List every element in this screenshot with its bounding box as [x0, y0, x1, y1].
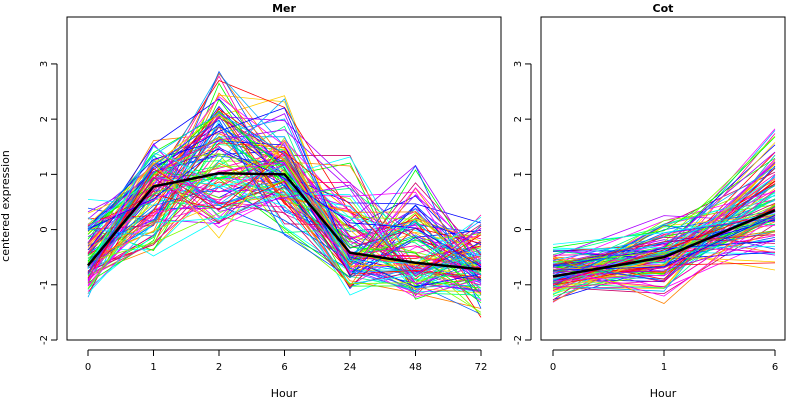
y-tick-label: 1: [513, 171, 524, 177]
series-line: [552, 231, 776, 274]
series-line: [87, 161, 482, 274]
series-line: [87, 193, 482, 281]
series-line: [87, 164, 482, 309]
panel-mer-mean-line: [87, 172, 482, 271]
panel-mer-axes: 0 1 2 6 24 48 72 -2 -1 0 1 2 3: [39, 61, 487, 373]
series-line: [87, 94, 482, 289]
series-line: [552, 215, 776, 297]
series-line: [552, 161, 776, 270]
panel-cot-plot-frame: [540, 16, 786, 341]
series-line: [552, 213, 776, 245]
series-line: [87, 98, 482, 292]
y-tick-label: 2: [513, 116, 524, 122]
series-line: [87, 114, 482, 294]
panel-cot-title: Cot: [653, 2, 674, 15]
series-line: [87, 110, 482, 304]
series-line: [87, 119, 482, 283]
x-tick-label: 6: [772, 362, 778, 373]
panel-cot-series-group: [552, 128, 776, 304]
y-tick-label: -2: [39, 335, 50, 345]
series-line: [87, 150, 482, 279]
series-line: [552, 208, 776, 285]
series-line: [552, 200, 776, 273]
series-line: [552, 223, 776, 295]
x-tick-label: 72: [475, 362, 488, 373]
y-tick-label: 2: [39, 116, 50, 122]
series-line: [552, 234, 776, 266]
series-line: [87, 140, 482, 281]
y-tick-label: 0: [513, 226, 524, 232]
series-line: [87, 163, 482, 276]
panel-cot: Cot 0 1 6 -2 -1 0 1 2 3 Hour: [513, 2, 786, 400]
panel-cot-mean-line: [552, 209, 776, 278]
panel-cot-x-axis-label: Hour: [650, 387, 677, 400]
y-tick-label: 3: [513, 61, 524, 67]
series-line: [552, 250, 776, 260]
y-tick-label: -2: [513, 335, 524, 345]
series-line: [87, 107, 482, 288]
panel-mer-plot-frame: [66, 16, 502, 341]
series-line: [552, 217, 776, 277]
y-tick-label: 0: [39, 226, 50, 232]
series-line: [87, 136, 482, 281]
series-line: [87, 154, 482, 289]
x-tick-label: 0: [85, 362, 91, 373]
series-line: [87, 176, 482, 274]
x-tick-label: 1: [661, 362, 667, 373]
series-line: [87, 160, 482, 276]
y-tick-label: -1: [513, 280, 524, 290]
series-line: [87, 144, 482, 281]
series-line: [552, 164, 776, 270]
series-line: [87, 108, 482, 259]
shared-y-axis-label: centered expression: [0, 150, 12, 262]
x-tick-label: 24: [344, 362, 357, 373]
panel-mer-x-axis-label: Hour: [271, 387, 298, 400]
series-line: [87, 142, 482, 269]
y-tick-label: 3: [39, 61, 50, 67]
series-line: [87, 153, 482, 285]
x-tick-label: 0: [550, 362, 556, 373]
series-line: [87, 114, 482, 287]
series-line: [87, 112, 482, 276]
panel-cot-axes: 0 1 6 -2 -1 0 1 2 3: [513, 61, 778, 373]
x-tick-label: 1: [150, 362, 156, 373]
series-line: [552, 166, 776, 261]
x-tick-label: 6: [281, 362, 287, 373]
series-line: [87, 125, 482, 289]
series-line: [552, 239, 776, 278]
series-line: [552, 191, 776, 289]
series-line: [87, 122, 482, 234]
series-line: [87, 126, 482, 268]
panel-mer: Mer 0 1 2 6 24 48 72 -2 -1 0 1 2 3 Hour: [39, 2, 502, 400]
series-line: [552, 157, 776, 248]
series-line: [87, 96, 482, 284]
y-tick-label: -1: [39, 280, 50, 290]
series-line: [552, 214, 776, 262]
x-tick-label: 2: [216, 362, 222, 373]
series-line: [552, 240, 776, 267]
panel-mer-title: Mer: [272, 2, 296, 15]
x-tick-label: 48: [409, 362, 422, 373]
series-line: [87, 147, 482, 268]
series-line: [552, 246, 776, 250]
y-tick-label: 1: [39, 171, 50, 177]
series-line: [87, 139, 482, 267]
